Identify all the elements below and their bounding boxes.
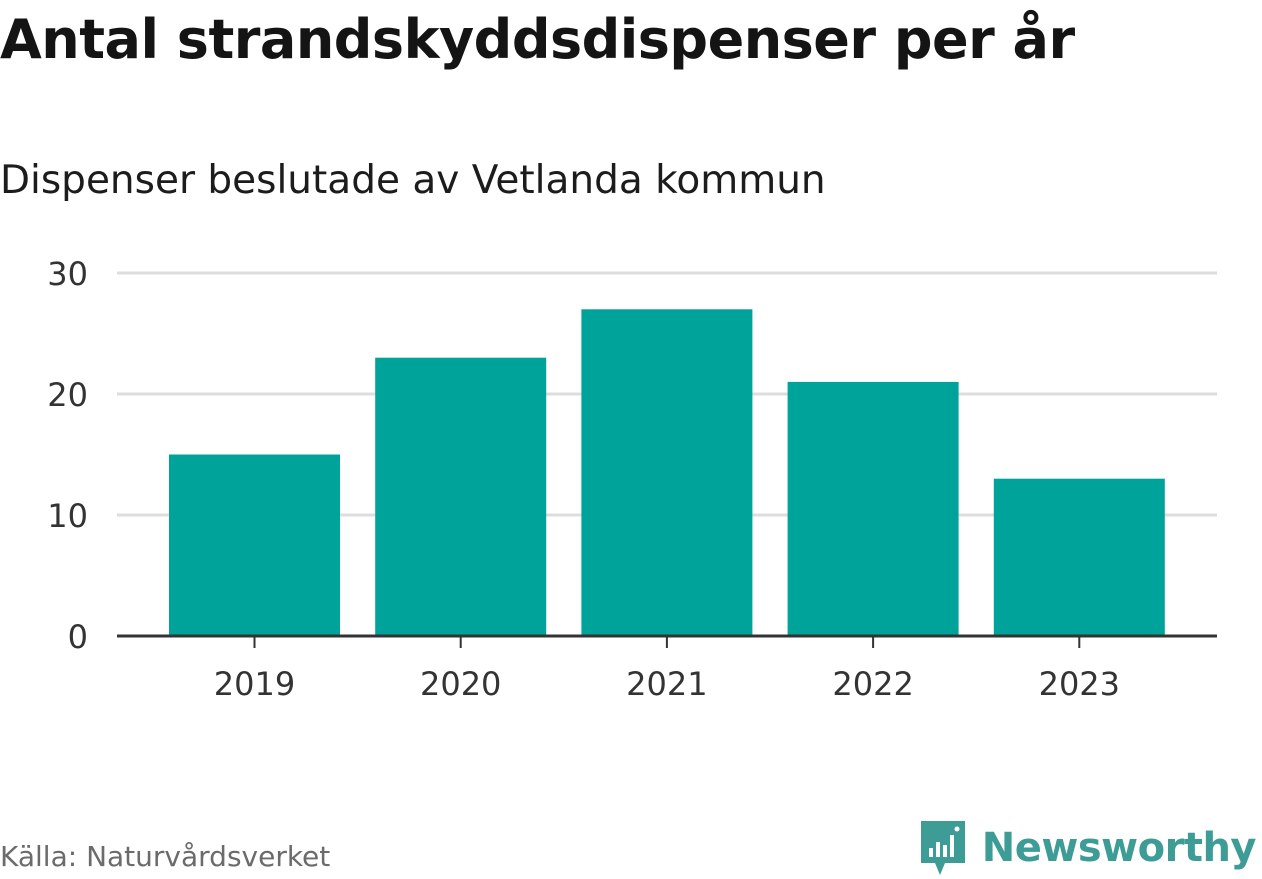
- x-tick-label: 2022: [832, 665, 913, 703]
- bar-2023: [993, 478, 1165, 636]
- x-tick-label: 2021: [626, 665, 707, 703]
- source-note: Källa: Naturvårdsverket: [0, 840, 331, 873]
- bar-2020: [375, 357, 547, 636]
- y-tick-label: 30: [47, 255, 88, 293]
- chart-title: Antal strandskyddsdispenser per år: [0, 8, 1075, 71]
- brand-name: Newsworthy: [981, 825, 1257, 871]
- x-tick-label: 2020: [420, 665, 501, 703]
- chart-subtitle: Dispenser beslutade av Vetlanda kommun: [0, 158, 826, 203]
- brand-logo: Newsworthy: [918, 818, 1257, 878]
- x-tick-label: 2019: [214, 665, 295, 703]
- bar-2019: [169, 454, 340, 636]
- y-tick-label: 10: [47, 497, 88, 535]
- x-tick-label: 2023: [1039, 665, 1120, 703]
- bar-2021: [581, 309, 753, 636]
- bar-2022: [787, 381, 959, 636]
- y-tick-label: 20: [47, 376, 88, 414]
- y-tick-label: 0: [68, 618, 88, 656]
- newsworthy-logo-icon: [920, 821, 965, 875]
